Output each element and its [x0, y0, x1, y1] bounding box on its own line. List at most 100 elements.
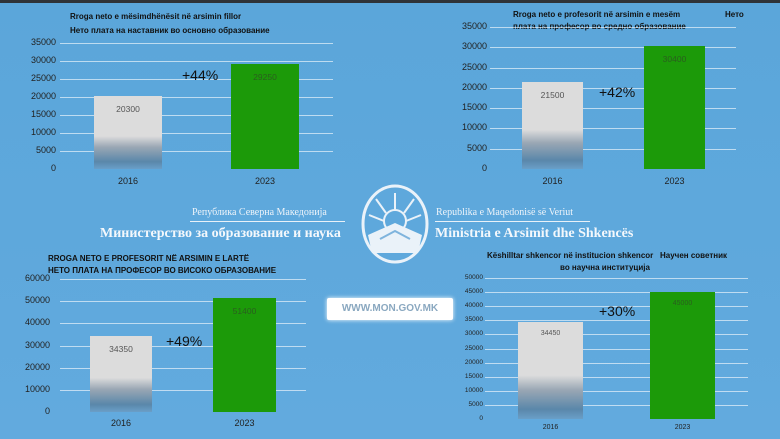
gridline: [60, 323, 306, 325]
gridline: [60, 301, 306, 303]
bar-2023: 30400: [644, 45, 705, 169]
gridline: [490, 27, 736, 28]
bar-value-label: 21500: [540, 89, 565, 100]
country-name-mk: Република Северна Македонија: [192, 207, 327, 218]
y-tick-label: 15000: [464, 372, 483, 380]
gridline: [485, 306, 748, 308]
y-tick-label: 40000: [464, 302, 483, 310]
gridline: [485, 278, 748, 279]
y-tick-label: 35000: [30, 37, 56, 47]
bar-value-label: 45000: [672, 300, 693, 308]
y-tick-label: 25000: [464, 344, 483, 352]
bar-2016: 21500: [522, 81, 583, 169]
gridline: [490, 87, 736, 89]
gridline: [60, 389, 306, 391]
y-tick-label: 0: [50, 163, 56, 173]
y-tick-label: 30000: [24, 339, 50, 350]
website-link[interactable]: WWW.MON.GOV.MK: [327, 298, 453, 320]
bar-value-label: 20300: [116, 103, 140, 114]
x-tick-label: 2023: [664, 176, 685, 186]
bar-2023: 45000: [650, 292, 715, 419]
gridline: [485, 404, 748, 406]
x-tick-label: 2023: [674, 424, 691, 431]
y-tick-label: 15000: [30, 109, 56, 119]
gridline: [490, 67, 736, 69]
y-tick-label: 35000: [464, 316, 483, 324]
percent-change-label: +49%: [166, 333, 203, 349]
chart-title-line: Rroga neto e profesorit në arsimin e mes…: [513, 10, 681, 19]
chart-title-line: Rroga neto e mësimdhënësit në arsimin fi…: [70, 12, 242, 21]
gridline: [60, 367, 306, 369]
coat-of-arms-icon: [361, 184, 429, 264]
bar-2023: 51400: [213, 298, 276, 412]
y-tick-label: 50000: [24, 295, 50, 306]
bar-2023: 29250: [231, 63, 299, 169]
gridline: [60, 345, 306, 347]
y-tick-label: 5000: [468, 400, 483, 408]
gridline: [60, 151, 333, 152]
y-tick-label: 60000: [24, 273, 50, 283]
y-tick-label: 50000: [464, 274, 483, 281]
x-tick-label: 2023: [254, 176, 276, 186]
gridline: [485, 320, 748, 322]
y-tick-label: 35000: [461, 21, 487, 31]
y-tick-label: 20000: [461, 81, 487, 92]
y-tick-label: 10000: [461, 122, 487, 133]
percent-change-label: +44%: [182, 67, 219, 83]
gridline: [485, 362, 748, 364]
x-tick-label: 2016: [542, 176, 563, 186]
x-tick-label: 2016: [542, 424, 559, 431]
top-bar: [0, 0, 780, 3]
y-tick-label: 0: [479, 415, 483, 422]
chart-title-line: плата на професор во средно образование: [513, 21, 686, 32]
gridline: [60, 133, 333, 134]
y-tick-label: 40000: [24, 317, 50, 328]
country-name-sq: Republika e Maqedonisë së Veriut: [436, 207, 574, 218]
chart-title-extra: Научен советник: [660, 251, 727, 260]
gridline: [60, 79, 333, 80]
gridline: [490, 148, 736, 150]
y-tick-label: 20000: [464, 358, 483, 366]
gridline: [485, 292, 748, 294]
percent-change-label: +42%: [599, 84, 636, 100]
y-tick-label: 30000: [461, 41, 487, 52]
divider: [435, 221, 590, 222]
y-tick-label: 5000: [466, 142, 487, 153]
bar-value-label: 34350: [109, 343, 133, 354]
y-tick-label: 5000: [35, 145, 56, 155]
gridline: [485, 348, 748, 350]
ministry-name-sq: Ministria e Arsimit dhe Shkencës: [435, 226, 634, 241]
chart-title-line: НЕТО ПЛАТА НА ПРОФЕСОР ВО ВИСОКО ОБРАЗОВ…: [48, 266, 277, 275]
y-tick-label: 0: [44, 406, 50, 416]
y-tick-label: 0: [481, 163, 487, 173]
bar-2016: 20300: [94, 95, 162, 169]
gridline: [490, 47, 736, 49]
gridline: [60, 279, 306, 280]
bar-value-label: 34450: [540, 329, 561, 337]
bar-2016: 34450: [518, 321, 583, 419]
y-tick-label: 10000: [464, 386, 483, 394]
gridline: [60, 97, 333, 98]
gridline: [60, 61, 333, 62]
y-tick-label: 20000: [30, 91, 56, 101]
gridline: [60, 43, 333, 44]
y-tick-label: 15000: [461, 102, 487, 113]
gridline: [490, 128, 736, 130]
y-tick-label: 30000: [464, 330, 483, 338]
y-tick-label: 25000: [461, 61, 487, 72]
gridline: [60, 115, 333, 116]
bar-2016: 34350: [90, 335, 152, 412]
y-tick-label: 45000: [464, 288, 483, 296]
gridline: [485, 376, 748, 378]
y-tick-label: 20000: [24, 361, 50, 372]
gridline: [490, 108, 736, 110]
bar-value-label: 51400: [232, 306, 257, 317]
chart-title-extra: Нето: [725, 10, 744, 19]
gridline: [485, 390, 748, 392]
x-tick-label: 2016: [117, 176, 139, 186]
x-tick-label: 2016: [110, 418, 132, 428]
chart-title-line: во научна институција: [560, 263, 650, 272]
chart-title-line: RROGA NETO E PROFESORIT NË ARSIMIN E LAR…: [48, 254, 250, 263]
y-tick-label: 10000: [24, 383, 50, 394]
